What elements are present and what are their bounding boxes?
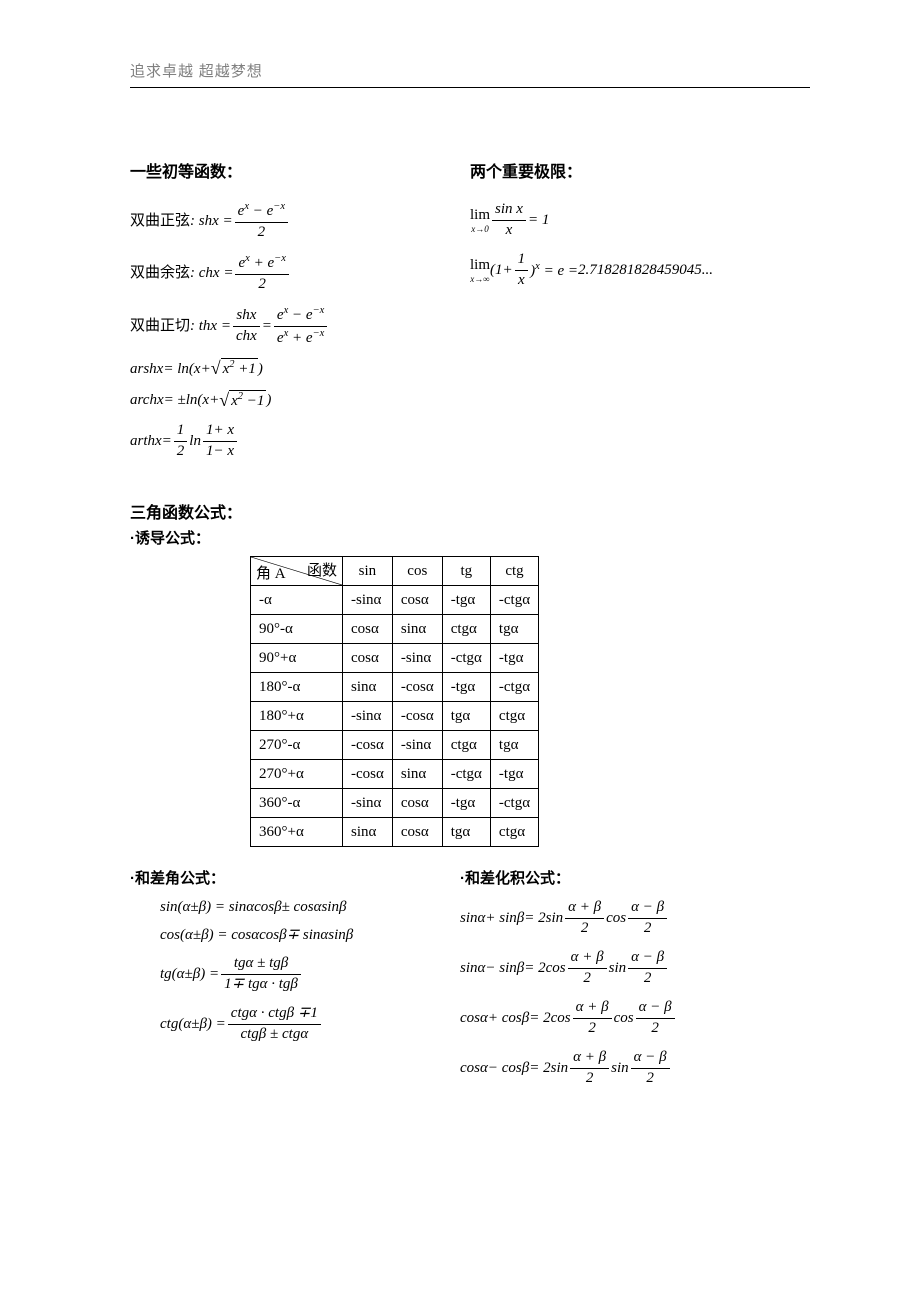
table-cell: cosα [392, 789, 442, 818]
formula-cos-minus-cos: cosα − cos β = 2sin α + β2 sin α − β2 [460, 1048, 810, 1088]
subtitle-sum-prod: ·和差化积公式： [460, 867, 810, 888]
table-row-angle: 360°-α [251, 789, 343, 818]
table-cell: ctgα [490, 818, 538, 847]
column-elementary: 一些初等函数： 双曲正弦 : shx = ex − e−x2 双曲余弦 : ch… [130, 158, 430, 471]
table-cell: tgα [490, 615, 538, 644]
column-limits: 两个重要极限： limx→0 sin xx = 1 limx→∞ (1+ 1x)… [470, 158, 810, 471]
table-cell: cosα [392, 586, 442, 615]
hyperbolic-formulas: 双曲正弦 : shx = ex − e−x2 双曲余弦 : chx = ex +… [130, 200, 430, 461]
table-row: 360°+αsinαcosαtgαctgα [251, 818, 539, 847]
table-cell: -ctgα [490, 673, 538, 702]
table-row-angle: 180°-α [251, 673, 343, 702]
e-constant: 2.718281828459045... [578, 261, 713, 279]
table-cell: sinα [392, 760, 442, 789]
page: 追求卓越 超越梦想 一些初等函数： 双曲正弦 : shx = ex − e−x2… [0, 0, 920, 1158]
formula-cosh: 双曲余弦 : chx = ex + e−x2 [130, 252, 430, 294]
table-cell: -cosα [392, 673, 442, 702]
table-col-header: cos [392, 557, 442, 586]
table-row: 180°-αsinα-cosα-tgα-ctgα [251, 673, 539, 702]
table-row: -α-sinαcosα-tgα-ctgα [251, 586, 539, 615]
table-cell: -cosα [343, 731, 393, 760]
label-cosh: 双曲余弦 [130, 264, 190, 282]
table-cell: tgα [442, 818, 490, 847]
table-row: 180°+α-sinα-cosαtgαctgα [251, 702, 539, 731]
section-title-trig: 三角函数公式： [130, 499, 810, 523]
formula-limit-sinx: limx→0 sin xx = 1 [470, 200, 810, 240]
table-cell: -tgα [490, 644, 538, 673]
table-col-header: tg [442, 557, 490, 586]
limit-formulas: limx→0 sin xx = 1 limx→∞ (1+ 1x)x = e = … [470, 200, 810, 290]
formula-limit-e: limx→∞ (1+ 1x)x = e = 2.718281828459045.… [470, 250, 810, 290]
table-row-angle: 90°-α [251, 615, 343, 644]
page-header: 追求卓越 超越梦想 [130, 60, 810, 88]
formula-sin-minus-sin: sinα − sin β = 2cos α + β2 sin α − β2 [460, 948, 810, 988]
subtitle-induction: ·诱导公式： [130, 527, 810, 548]
table-cell: -ctgα [442, 644, 490, 673]
induction-table: 函数角 Asincostgctg-α-sinαcosα-tgα-ctgα90°-… [250, 556, 539, 847]
table-cell: -ctgα [490, 789, 538, 818]
section-title-elementary: 一些初等函数： [130, 158, 430, 182]
table-cell: -cosα [392, 702, 442, 731]
table-cell: cosα [392, 818, 442, 847]
table-cell: -tgα [442, 789, 490, 818]
formula-sin-sum: sin(α ± β) = sinα cos β ± cosα sin β [160, 898, 450, 916]
table-row-angle: -α [251, 586, 343, 615]
formula-arsh: arshx = ln(x + √x2 +1) [130, 358, 430, 380]
table-cell: sinα [343, 673, 393, 702]
table-cell: cosα [343, 644, 393, 673]
table-cell: sinα [392, 615, 442, 644]
formula-ctg-sum: ctg(α ± β) = ctgα · ctgβ ∓1ctgβ ± ctgα [160, 1004, 450, 1044]
table-row: 270°-α-cosα-sinαctgαtgα [251, 731, 539, 760]
column-sum-prod: ·和差化积公式： sinα + sin β = 2sin α + β2 cos … [460, 867, 810, 1098]
table-cell: -tgα [442, 586, 490, 615]
table-cell: ctgα [490, 702, 538, 731]
formula-arch: archx = ±ln(x + √x2 −1) [130, 390, 430, 412]
table-cell: -ctgα [442, 760, 490, 789]
table-cell: ctgα [442, 731, 490, 760]
table-cell: -sinα [343, 586, 393, 615]
formula-cos-plus-cos: cosα + cos β = 2cos α + β2 cos α − β2 [460, 998, 810, 1038]
sum-prod-formulas: sinα + sin β = 2sin α + β2 cos α − β2 si… [460, 898, 810, 1088]
formula-tanh: 双曲正切 : thx = shxchx = ex − e−xex + e−x [130, 304, 430, 348]
table-cell: -tgα [442, 673, 490, 702]
formula-sin-plus-sin: sinα + sin β = 2sin α + β2 cos α − β2 [460, 898, 810, 938]
table-cell: -sinα [343, 789, 393, 818]
trig-section: 三角函数公式： ·诱导公式： 函数角 Asincostgctg-α-sinαco… [130, 499, 810, 1098]
table-row: 360°-α-sinαcosα-tgα-ctgα [251, 789, 539, 818]
table-row-angle: 180°+α [251, 702, 343, 731]
table-row-angle: 270°+α [251, 760, 343, 789]
table-diagonal-header: 函数角 A [251, 557, 343, 586]
table-cell: tgα [490, 731, 538, 760]
label-sinh: 双曲正弦 [130, 212, 190, 230]
lower-columns: ·和差角公式： sin(α ± β) = sinα cos β ± cosα s… [130, 867, 810, 1098]
table-row-angle: 90°+α [251, 644, 343, 673]
table-row-angle: 270°-α [251, 731, 343, 760]
table-cell: cosα [343, 615, 393, 644]
top-columns: 一些初等函数： 双曲正弦 : shx = ex − e−x2 双曲余弦 : ch… [130, 158, 810, 471]
table-cell: -sinα [392, 644, 442, 673]
formula-cos-sum: cos(α ± β) = cosα cos β ∓ sinα sin β [160, 926, 450, 944]
table-row-angle: 360°+α [251, 818, 343, 847]
table-col-header: sin [343, 557, 393, 586]
table-cell: -sinα [343, 702, 393, 731]
table-row: 270°+α-cosαsinα-ctgα-tgα [251, 760, 539, 789]
table-cell: ctgα [442, 615, 490, 644]
table-cell: -cosα [343, 760, 393, 789]
table-row: 90°+αcosα-sinα-ctgα-tgα [251, 644, 539, 673]
section-title-limits: 两个重要极限： [470, 158, 810, 182]
formula-tg-sum: tg(α ± β) = tgα ± tgβ1∓ tgα · tgβ [160, 954, 450, 994]
formula-arth: arthx = 12 ln 1+ x1− x [130, 421, 430, 461]
column-sum-diff: ·和差角公式： sin(α ± β) = sinα cos β ± cosα s… [130, 867, 450, 1098]
table-cell: -sinα [392, 731, 442, 760]
table-cell: tgα [442, 702, 490, 731]
table-row: 90°-αcosαsinαctgαtgα [251, 615, 539, 644]
table-cell: sinα [343, 818, 393, 847]
table-col-header: ctg [490, 557, 538, 586]
table-cell: -ctgα [490, 586, 538, 615]
table-cell: -tgα [490, 760, 538, 789]
formula-sinh: 双曲正弦 : shx = ex − e−x2 [130, 200, 430, 242]
subtitle-sum-diff: ·和差角公式： [130, 867, 450, 888]
sum-diff-formulas: sin(α ± β) = sinα cos β ± cosα sin β cos… [130, 898, 450, 1044]
label-tanh: 双曲正切 [130, 317, 190, 335]
